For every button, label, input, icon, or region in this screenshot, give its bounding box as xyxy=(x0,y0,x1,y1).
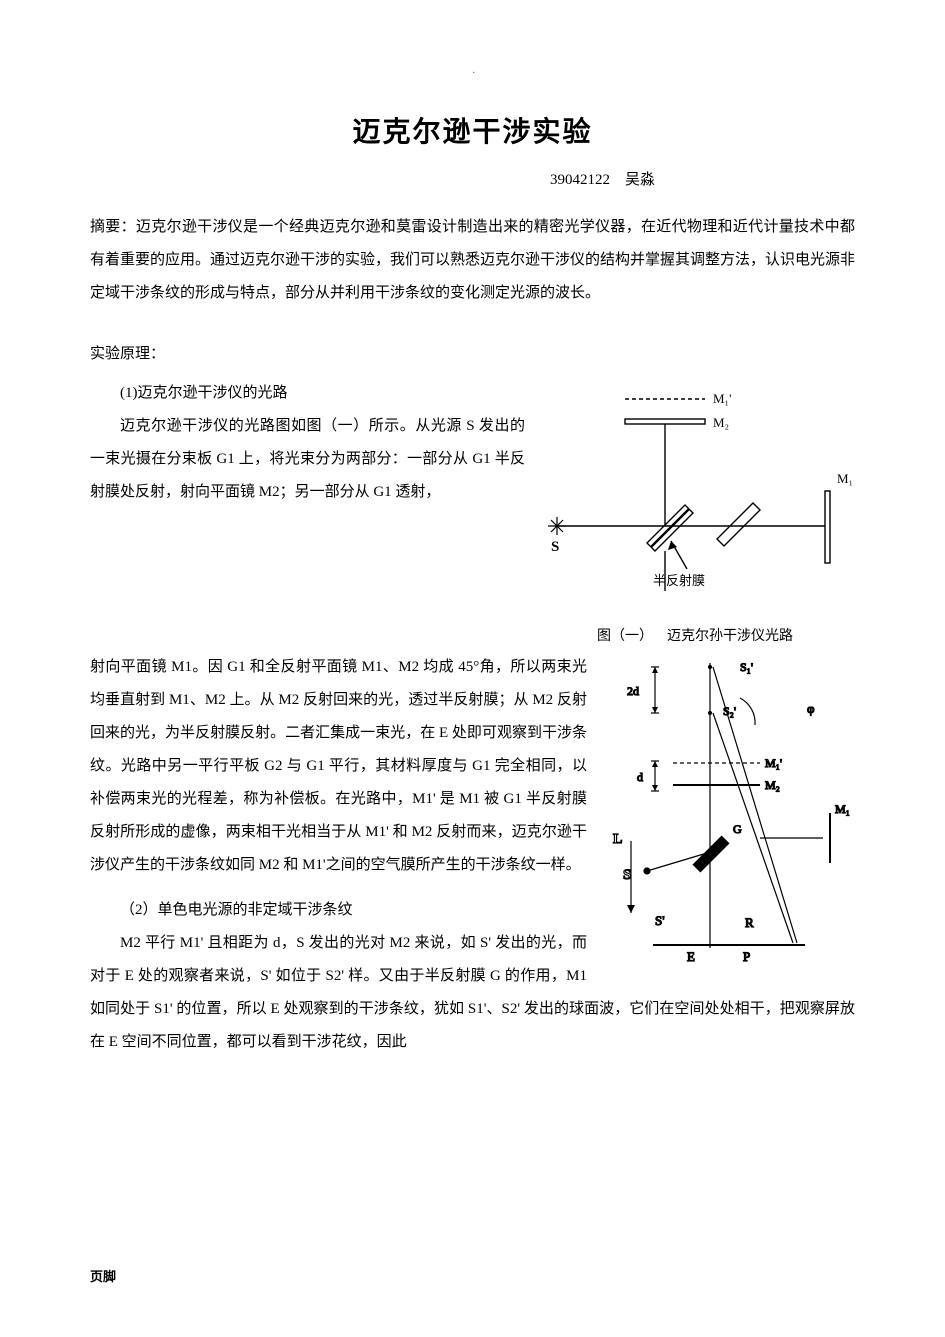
fig1-label-m1: M₁ xyxy=(837,471,853,486)
fig1-label-half: 半反射膜 xyxy=(653,573,705,588)
author-name: 吴淼 xyxy=(625,172,655,188)
svg-text:G: G xyxy=(733,822,742,836)
figure-two: S₁' 2d S₂' φ d M₁' xyxy=(595,653,855,963)
svg-text:S': S' xyxy=(655,913,665,928)
fig1-label-m2: M₂ xyxy=(713,415,729,430)
svg-text:2d: 2d xyxy=(627,684,639,698)
fig1-label-s: S xyxy=(551,539,559,555)
svg-text:S: S xyxy=(623,867,631,883)
svg-text:φ: φ xyxy=(807,701,815,716)
principle-heading: 实验原理： xyxy=(90,338,855,371)
abstract-label: 摘要： xyxy=(90,219,136,235)
figure-one-caption: 图（一） 迈克尔孙干涉仪光路 xyxy=(535,625,855,645)
abstract-text: 迈克尔逊干涉仪是一个经典迈克尔逊和莫雷设计制造出来的精密光学仪器，在近代物理和近… xyxy=(90,219,855,301)
abstract-paragraph: 摘要：迈克尔逊干涉仪是一个经典迈克尔逊和莫雷设计制造出来的精密光学仪器，在近代物… xyxy=(90,211,855,310)
svg-text:R: R xyxy=(745,915,754,930)
svg-text:d: d xyxy=(637,770,643,784)
fig1-caption-text: 迈克尔孙干涉仪光路 xyxy=(667,629,793,644)
page-footer: 页脚 xyxy=(90,1266,116,1285)
svg-text:M₁': M₁' xyxy=(765,756,782,770)
document-title: 迈克尔逊干涉实验 xyxy=(90,110,855,150)
top-mark: . xyxy=(473,65,476,76)
figure-two-svg: S₁' 2d S₂' φ d M₁' xyxy=(595,653,855,963)
fig1-label-m1p: M₁' xyxy=(713,391,731,406)
svg-text:S₁': S₁' xyxy=(740,660,753,674)
author-id: 39042122 xyxy=(550,172,610,188)
figure-one: M₁' M₂ M₁ S 半反射膜 图（一） 迈克尔孙干涉仪光路 xyxy=(535,381,855,651)
svg-text:M₁: M₁ xyxy=(835,802,850,816)
svg-text:P: P xyxy=(743,949,750,963)
svg-text:E: E xyxy=(687,949,695,963)
author-line: 39042122 吴淼 xyxy=(90,168,855,189)
figure-one-svg: M₁' M₂ M₁ S 半反射膜 xyxy=(535,381,855,651)
svg-text:M₂: M₂ xyxy=(765,778,780,792)
svg-text:L: L xyxy=(613,832,622,847)
fig1-caption-prefix: 图（一） xyxy=(597,629,653,644)
